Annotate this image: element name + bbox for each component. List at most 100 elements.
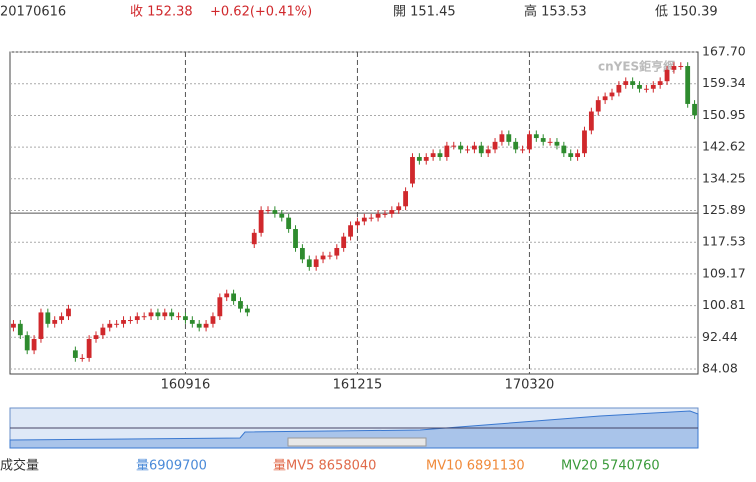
candle-body [224,293,230,298]
candle-body [162,312,168,317]
volume-legend-item: MV20 5740760 [561,459,660,474]
candle-body [299,247,305,260]
volume-legend-item: 量6909700 [136,459,207,474]
y-tick-label: 84.08 [702,361,738,376]
candle-body [361,217,367,222]
candle-body [664,69,670,82]
scroll-thumb[interactable] [287,437,427,447]
candle-body [176,316,181,318]
candle-body [210,316,216,324]
candle-body [403,191,409,207]
candle-body [17,323,23,336]
candle-body [588,111,594,131]
candle-body [416,157,422,161]
candle-body [678,66,684,68]
candle-body [671,66,677,70]
y-tick-label: 100.81 [702,297,746,312]
candle-body [217,297,223,317]
candle-body [272,210,278,214]
candle-body [520,149,525,151]
x-tick-label: 160916 [161,378,211,393]
candle-body [582,130,587,154]
candle-body [66,308,71,317]
candle-body [52,320,58,324]
quote-low: 低 150.39 [655,5,718,20]
quote-date: 20170616 [0,5,66,20]
candle-body [478,145,484,154]
candle-body [155,312,161,317]
quote-open: 開 151.45 [393,5,456,20]
quote-change: +0.62(+0.41%) [210,5,312,20]
candle-body [293,229,298,248]
candle-body [203,323,209,328]
candle-body [485,149,491,154]
candle-body [341,236,347,248]
candle-body [609,92,615,97]
candle-body [410,157,415,184]
candle-body [657,81,663,85]
candle-body [368,217,374,219]
navigator [9,407,699,449]
candle-body [465,149,470,151]
candle-body [554,141,560,146]
candle-body [31,338,37,351]
candle-body [540,138,546,142]
candle-body [375,213,381,218]
candle-body [279,213,285,218]
candle-body [643,88,649,90]
candle-body [692,103,697,116]
candle-body [258,210,264,233]
y-tick-label: 167.70 [702,44,746,59]
candle-body [355,221,360,226]
candle-body [630,81,636,85]
candle-body [430,153,436,158]
candle-body [334,247,340,256]
candle-body [575,153,581,158]
candle-body [327,255,333,257]
y-tick-label: 142.62 [702,139,746,154]
candle-body [437,153,443,158]
volume-legend-item: 量MV5 8658040 [273,459,376,474]
x-tick-label: 170320 [505,378,555,393]
volume-legend-item: MV10 6891130 [426,459,525,474]
candle-body [506,134,512,142]
candle-body [616,84,622,93]
candle-body [650,84,656,89]
candle-body [24,335,30,351]
candle-body [306,259,312,267]
candle-body [45,312,51,324]
candle-body [444,145,450,158]
candle-body [238,301,243,309]
candle-body [471,145,477,150]
candle-body [286,217,292,230]
candle-body [114,323,120,325]
candle-body [231,293,237,302]
candle-body [320,255,326,260]
y-tick-label: 150.95 [702,107,746,122]
candle-body [59,316,65,321]
candle-body [148,312,154,317]
quote-close: 收 152.38 [130,5,193,20]
candle-body [189,320,195,324]
candle-body [451,145,457,147]
candle-body [313,259,319,267]
candle-body [637,84,642,89]
y-tick-label: 159.34 [702,75,746,90]
candle-body [527,134,532,150]
candle-body [251,232,257,245]
candle-body [533,134,539,139]
candle-body [348,225,353,237]
candle-body [107,323,113,328]
candle-body [121,320,126,324]
candle-body [265,210,271,212]
candle-body [492,141,498,150]
candle-body [396,206,402,211]
candle-body [79,357,85,359]
candle-body [685,66,691,104]
candle-body [86,338,92,358]
y-tick-label: 92.44 [702,329,738,344]
candle-body [602,96,608,101]
candle-body [561,145,567,154]
y-tick-label: 117.53 [702,234,746,249]
